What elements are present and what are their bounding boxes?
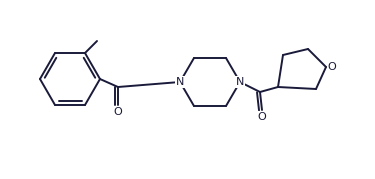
Text: O: O [258, 112, 266, 122]
Text: O: O [114, 107, 122, 117]
Text: O: O [328, 62, 336, 72]
Text: N: N [176, 77, 184, 87]
Text: N: N [236, 77, 244, 87]
